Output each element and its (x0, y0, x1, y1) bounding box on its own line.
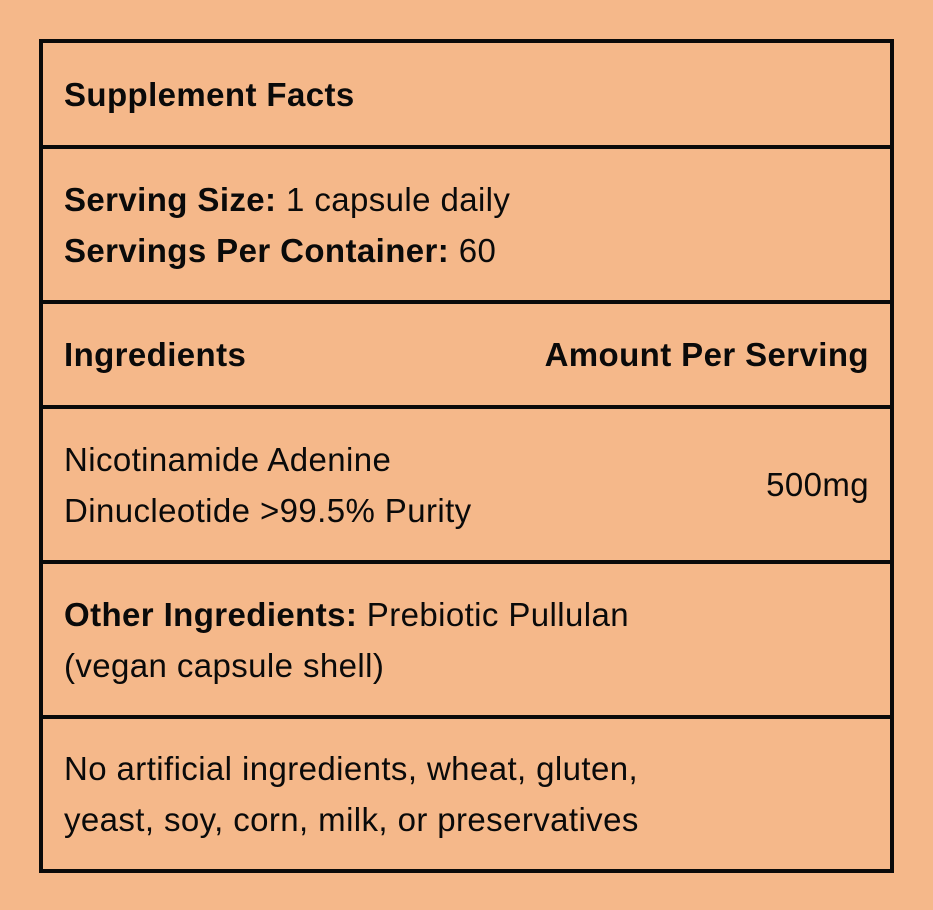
ingredients-header: Ingredients (64, 336, 247, 373)
other-ingredients-label: Other Ingredients: (64, 595, 358, 633)
supplement-facts-panel: Supplement Facts Serving Size: 1 capsule… (39, 39, 894, 873)
servings-per-container-value: 60 (449, 231, 497, 269)
note-line1: No artificial ingredients, wheat, gluten… (64, 750, 639, 787)
note-row: No artificial ingredients, wheat, gluten… (43, 719, 890, 869)
serving-size-label: Serving Size: (64, 180, 277, 218)
other-ingredients-value: Prebiotic Pullulan (357, 595, 629, 633)
ingredient-row: Nicotinamide Adenine Dinucleotide >99.5%… (43, 409, 890, 564)
ingredient-name-line2: Dinucleotide >99.5% Purity (64, 491, 472, 529)
servings-per-container-label: Servings Per Container: (64, 231, 450, 269)
serving-row: Serving Size: 1 capsule daily Servings P… (43, 149, 890, 304)
amount-header: Amount Per Serving (544, 336, 869, 373)
title-row: Supplement Facts (43, 43, 890, 149)
title: Supplement Facts (64, 75, 355, 113)
other-ingredients-value-line2: (vegan capsule shell) (64, 646, 385, 684)
ingredient-name-line1: Nicotinamide Adenine (64, 440, 392, 478)
table-header-row: Ingredients Amount Per Serving (43, 304, 890, 409)
serving-size-value: 1 capsule daily (276, 180, 511, 218)
note-line2: yeast, soy, corn, milk, or preservatives (64, 801, 639, 838)
ingredient-amount: 500mg (766, 466, 869, 503)
other-ingredients-row: Other Ingredients: Prebiotic Pullulan (v… (43, 564, 890, 719)
